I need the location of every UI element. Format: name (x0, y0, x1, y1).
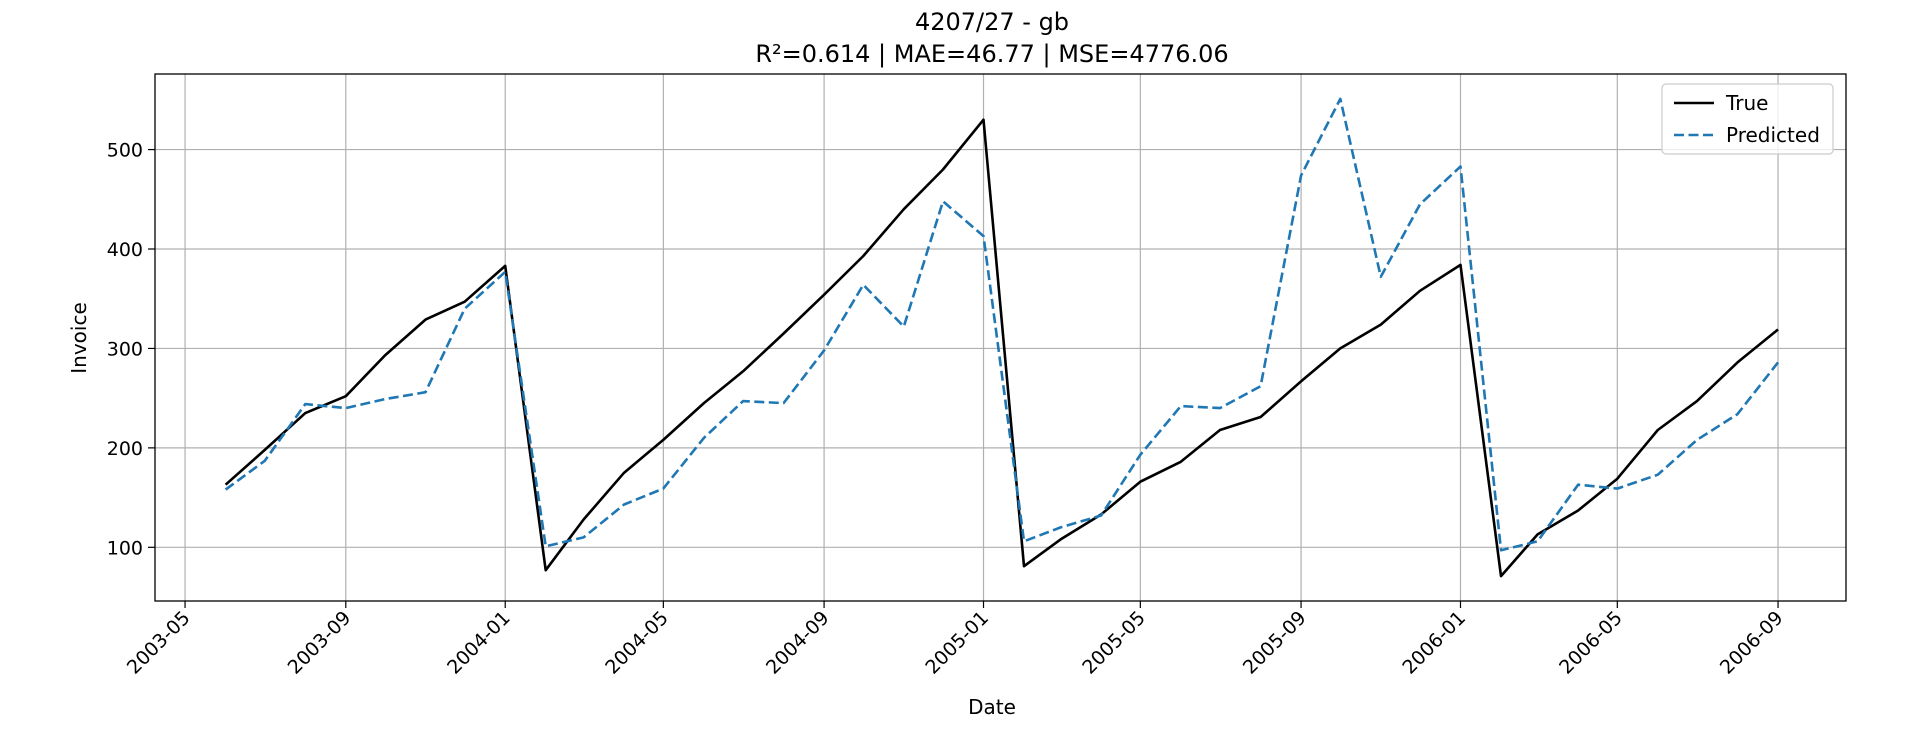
legend-label-predicted: Predicted (1726, 123, 1820, 147)
x-axis-label: Date (968, 695, 1016, 719)
grid (155, 74, 1846, 601)
y-tick-label: 300 (107, 338, 143, 360)
series-line-predicted (224, 97, 1780, 552)
series-line-true (224, 118, 1779, 578)
y-tick-label: 200 (107, 438, 143, 460)
y-tick-label: 500 (107, 140, 143, 162)
y-axis-ticks: 100 200 300 400 500 (107, 140, 155, 559)
y-tick-label: 400 (107, 239, 143, 261)
plot-area-frame (154, 73, 1847, 602)
y-tick-label: 100 (107, 537, 143, 559)
legend-box (1661, 83, 1834, 155)
y-axis-label: Invoice (67, 302, 91, 374)
legend: True Predicted (1661, 83, 1834, 155)
legend-label-true: True (1725, 91, 1768, 115)
chart-subtitle: R²=0.614 | MAE=46.77 | MSE=4776.06 (755, 40, 1228, 68)
chart-title: 4207/27 - gb (915, 8, 1069, 36)
series-lines (224, 97, 1780, 578)
